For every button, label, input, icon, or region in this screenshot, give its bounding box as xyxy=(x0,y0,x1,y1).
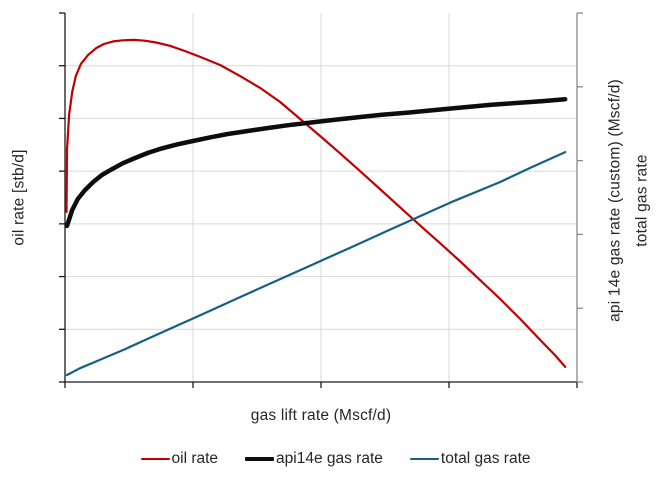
right-y-axis-title-line1: api 14e gas rate (custom) (Mscf/d) xyxy=(606,79,624,322)
right-y-axis-title-line2: total gas rate xyxy=(633,154,651,247)
legend-label: oil rate xyxy=(171,450,219,467)
api14e-gas-rate-line xyxy=(64,97,568,229)
api14e-gas-rate-legend-marker xyxy=(245,456,275,462)
total-gas-rate-legend-marker xyxy=(409,457,439,461)
legend-item-oil-rate: oil rate xyxy=(140,450,219,468)
legend-label: total gas rate xyxy=(440,450,531,467)
chart-legend: oil rate api14e gas rate total gas rate xyxy=(0,450,671,468)
legend-item-api14e-gas-rate: api14e gas rate xyxy=(245,450,383,468)
left-y-axis-title: oil rate [stb/d] xyxy=(10,149,28,246)
legend-item-total-gas-rate: total gas rate xyxy=(409,450,531,468)
oil-rate-legend-marker xyxy=(140,457,170,461)
total-gas-rate-line xyxy=(65,151,567,377)
x-axis-title: gas lift rate (Mscf/d) xyxy=(250,407,392,424)
oil-rate-line xyxy=(65,38,567,368)
legend-label: api14e gas rate xyxy=(276,450,383,467)
